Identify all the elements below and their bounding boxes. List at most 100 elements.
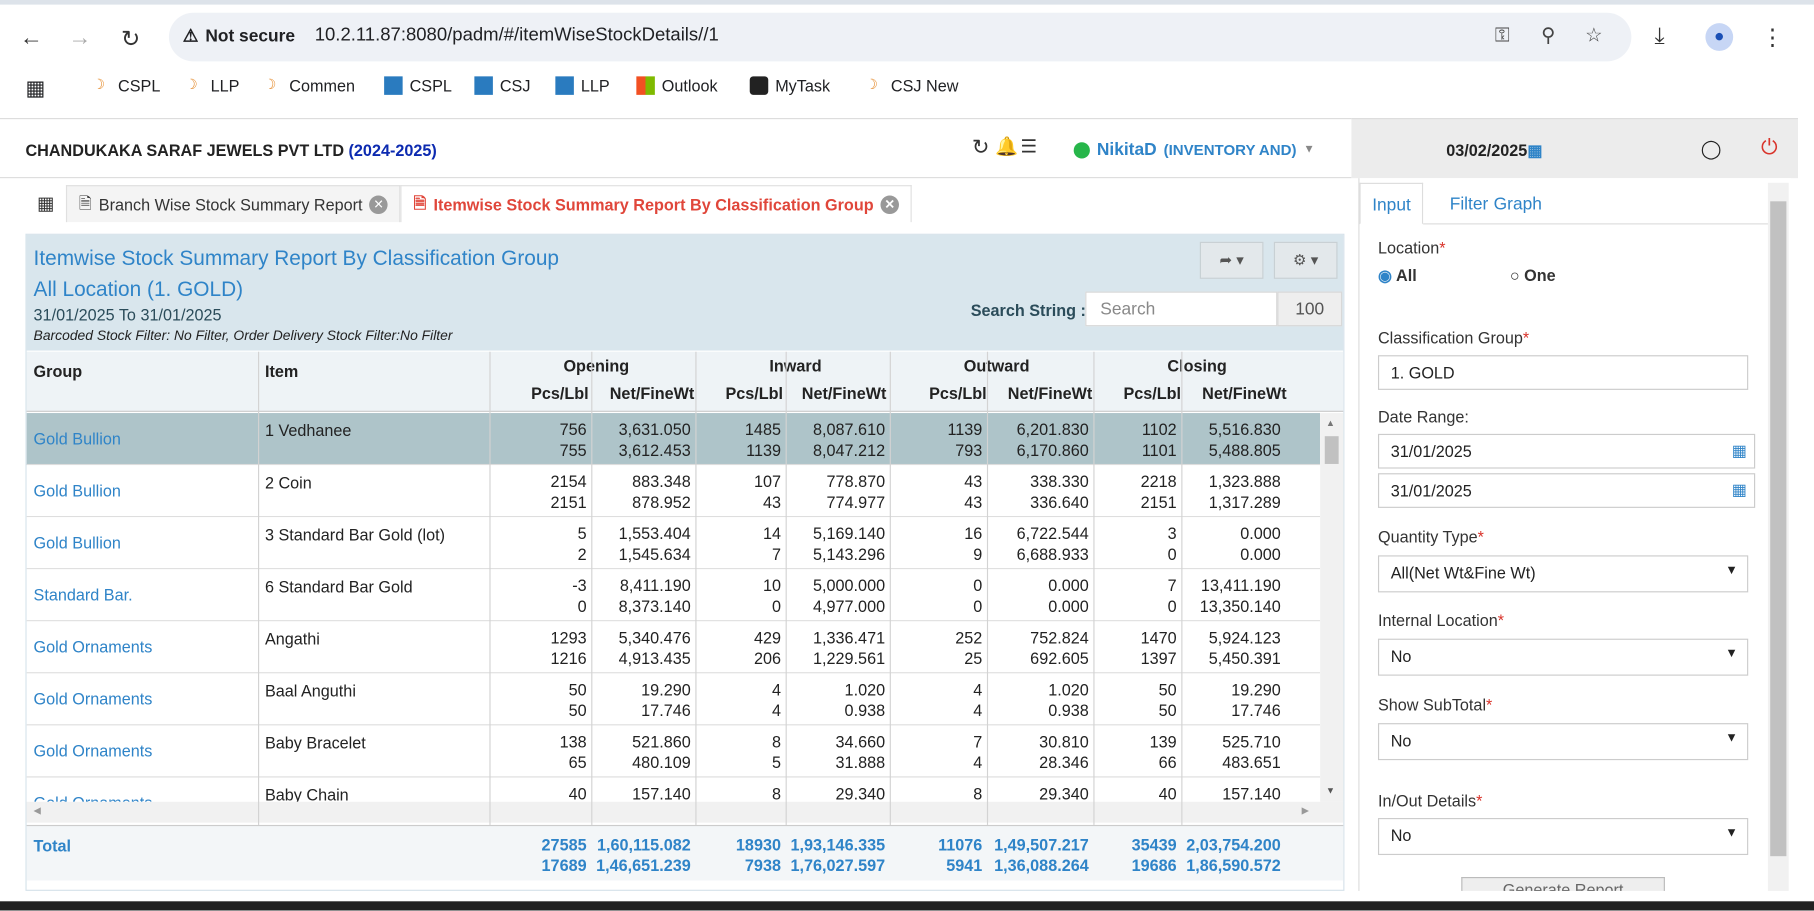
calendar-icon[interactable]: ▦ <box>1527 141 1543 160</box>
total-net-value: 35439 <box>1131 835 1177 854</box>
user-menu[interactable]: NikitaD (INVENTORY AND) ▼ <box>1073 140 1315 160</box>
calendar-icon[interactable]: ▦ <box>1731 480 1748 499</box>
table-row[interactable]: Gold Bullion 2 Coin 2154 2151 883.348 878.952… <box>26 465 1321 518</box>
bookmark-cspl-2[interactable]: CSPL <box>384 76 452 95</box>
grid-menu-icon[interactable]: ▦ <box>37 194 55 215</box>
sidebar-scrollbar-thumb[interactable] <box>1770 201 1787 857</box>
col-opening-wt[interactable]: Net/FineWt <box>609 384 695 403</box>
location-all-radio[interactable]: ◉ All <box>1378 266 1417 286</box>
row-group-link[interactable]: Gold Ornaments <box>33 689 153 709</box>
table-row[interactable]: Gold Bullion 3 Standard Bar Gold (lot) 5 2 1… <box>26 517 1321 570</box>
col-group[interactable]: Group <box>33 362 83 381</box>
row-group-link[interactable]: Gold Bullion <box>33 429 121 448</box>
tab-graph[interactable]: Graph <box>1493 194 1542 215</box>
download-icon[interactable]: ⤓ <box>1654 23 1665 49</box>
row-group-link[interactable]: Gold Ornaments <box>33 741 153 761</box>
date-from-input[interactable]: 31/01/2025 ▦ <box>1377 433 1756 469</box>
close-icon[interactable]: ✕ <box>880 194 900 214</box>
bookmark-csj-new[interactable]: ☽ CSJ New <box>865 76 958 95</box>
row-group-link[interactable]: Gold Bullion <box>33 533 121 552</box>
col-item[interactable]: Item <box>264 362 299 381</box>
bookmark-commen[interactable]: ☽ Commen <box>264 76 355 95</box>
table-row[interactable]: Gold Ornaments Angathi 1293 1216 5,340.476 4,… <box>26 621 1321 674</box>
cell-inward-pcs: 429 206 <box>712 627 781 669</box>
tab-branch-wise-stock[interactable]: 🗎 Branch Wise Stock Summary Report ✕ <box>66 185 401 223</box>
table-row[interactable]: Standard Bar. 6 Standard Bar Gold -3 0 8,411… <box>26 569 1321 622</box>
menu-icon[interactable]: ⋮ <box>1760 25 1785 51</box>
cell-fine-value: 4 <box>973 753 983 772</box>
page-size-field[interactable]: 100 <box>1277 291 1343 327</box>
table-row[interactable]: Gold Ornaments Baby Bracelet 138 65 521.860 4… <box>26 725 1321 778</box>
bookmark-csj[interactable]: CSJ <box>474 76 530 95</box>
col-opening-pcs[interactable]: Pcs/Lbl <box>531 384 589 403</box>
reload-icon[interactable]: ↻ <box>121 26 141 52</box>
quantity-type-select[interactable]: All(Net Wt&Fine Wt) ▼ <box>1377 555 1749 593</box>
classification-group-input[interactable]: 1. GOLD <box>1377 355 1749 390</box>
bookmark-llp-2[interactable]: LLP <box>555 76 610 95</box>
row-group-link[interactable]: Gold Bullion <box>33 481 121 500</box>
select-value: No <box>1390 646 1412 666</box>
settings-button[interactable]: ⚙ ▾ <box>1273 241 1338 279</box>
col-closing-pcs[interactable]: Pcs/Lbl <box>1123 384 1182 403</box>
scrollbar-thumb[interactable] <box>1324 436 1339 464</box>
col-outward-pcs[interactable]: Pcs/Lbl <box>929 384 987 403</box>
internal-location-select[interactable]: No ▼ <box>1377 638 1749 676</box>
table-vertical-scrollbar[interactable]: ▲ ▼ <box>1320 413 1344 802</box>
cell-fine-value: 4 <box>973 701 983 720</box>
refresh-icon[interactable]: ↻ <box>971 135 990 159</box>
cell-net-value: 1485 <box>744 419 781 439</box>
scroll-left-icon[interactable]: ◀ <box>33 805 41 816</box>
apps-icon[interactable]: ▦ <box>25 76 46 100</box>
power-icon[interactable]: ⏻ <box>1760 135 1778 159</box>
row-group-link[interactable]: Gold Ornaments <box>33 637 153 657</box>
col-closing-wt[interactable]: Net/FineWt <box>1202 384 1287 403</box>
show-subtotal-select[interactable]: No ▼ <box>1377 723 1749 761</box>
bell-icon[interactable]: 🔔 <box>995 137 1019 158</box>
col-outward-wt[interactable]: Net/FineWt <box>1007 384 1093 403</box>
col-inward-wt[interactable]: Net/FineWt <box>801 384 887 403</box>
zoom-icon[interactable]: ⚲ <box>1541 24 1556 47</box>
table-row[interactable]: Gold Ornaments Baal Anguthi 50 50 19.290 17.7… <box>26 673 1321 726</box>
search-input[interactable]: Search <box>1085 291 1278 327</box>
inout-details-select[interactable]: No ▼ <box>1377 817 1749 856</box>
url-text[interactable]: 10.2.11.87:8080/padm/#/itemWiseStockDeta… <box>314 25 719 46</box>
close-icon[interactable]: ✕ <box>369 194 389 214</box>
scroll-down-icon[interactable]: ▼ <box>1325 785 1336 797</box>
bookmark-outlook[interactable]: Outlook <box>636 76 718 95</box>
row-group-link[interactable]: Standard Bar. <box>33 585 133 604</box>
back-icon[interactable]: ← <box>19 24 43 51</box>
col-inward-pcs[interactable]: Pcs/Lbl <box>725 384 784 403</box>
location-one-radio[interactable]: ○ One <box>1510 266 1556 285</box>
scroll-right-icon[interactable]: ▶ <box>1301 805 1309 816</box>
bookmark-label: Outlook <box>661 76 718 95</box>
bookmark-mytask[interactable]: MyTask <box>749 76 830 95</box>
forward-icon[interactable]: → <box>68 24 92 51</box>
date-to-input[interactable]: 31/01/2025 ▦ <box>1377 473 1756 508</box>
security-indicator[interactable]: ⚠ Not secure <box>183 25 295 46</box>
cell-inward-wt: 5,169.140 5,143.296 <box>793 523 885 565</box>
profile-avatar[interactable]: ● <box>1705 23 1734 51</box>
key-icon[interactable]: ⚿ <box>1494 24 1510 47</box>
table-row[interactable]: Gold Bullion 1 Vedhanee 756 755 3,631.050 3,6… <box>26 413 1321 466</box>
calendar-icon[interactable]: ▦ <box>1731 440 1748 460</box>
address-bar[interactable]: ⚠ Not secure 10.2.11.87:8080/padm/#/itemW… <box>168 12 1632 62</box>
generate-report-button[interactable]: Generate Report <box>1461 877 1665 891</box>
bookmark-cspl[interactable]: ☽ CSPL <box>93 76 161 95</box>
current-date[interactable]: 03/02/2025▦ <box>1446 141 1542 161</box>
table-row[interactable]: Gold Ornaments Baby Chain 40 157.140 8 29.340… <box>26 777 1321 802</box>
table-horizontal-scrollbar[interactable]: ◀ ▶ <box>26 801 1344 823</box>
tab-input[interactable]: Input <box>1359 182 1424 225</box>
bookmark-llp[interactable]: ☽ LLP <box>185 76 239 95</box>
tab-filter[interactable]: Filter <box>1449 194 1489 215</box>
eye-slash-icon[interactable]: ◯ <box>1700 139 1722 160</box>
row-group-link[interactable]: Gold Ornaments <box>34 794 153 802</box>
star-icon[interactable]: ☆ <box>1585 24 1603 47</box>
company-name: CHANDUKAKA SARAF JEWELS PVT LTD (2024-20… <box>25 141 436 160</box>
scroll-up-icon[interactable]: ▲ <box>1325 417 1336 429</box>
cell-net-value: 752.824 <box>1030 628 1089 647</box>
tab-itemwise-stock[interactable]: 🗎 Itemwise Stock Summary Report By Classi… <box>400 185 912 223</box>
list-icon[interactable]: ☰ <box>1020 137 1038 158</box>
share-button[interactable]: ➦ ▾ <box>1199 241 1264 279</box>
cell-closing-wt: 13,411.190 13,350.140 <box>1188 575 1281 617</box>
